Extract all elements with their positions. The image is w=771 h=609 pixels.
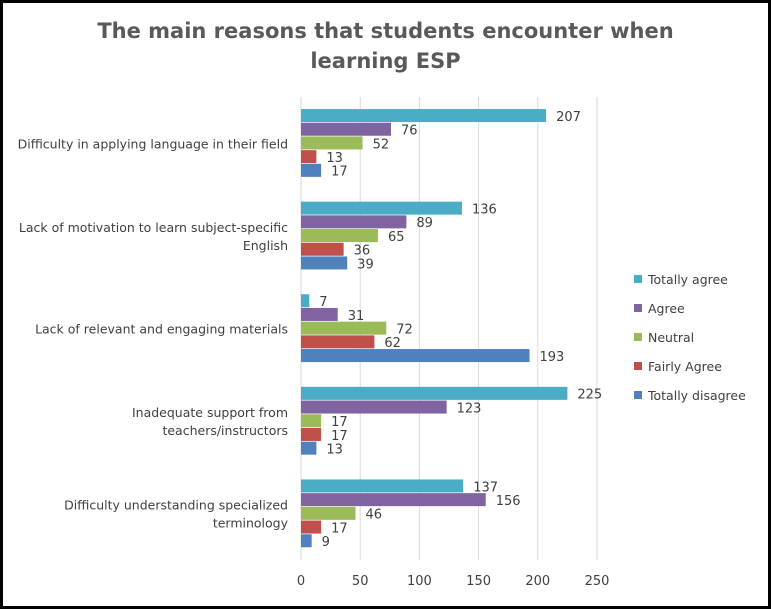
bar-neutral [301, 414, 322, 428]
bar-agree [301, 400, 447, 414]
data-label: 31 [348, 309, 365, 324]
legend-label: Totally disagree [647, 388, 746, 403]
category-label: Lack of relevant and engaging materials [35, 322, 288, 337]
x-tick-label: 100 [407, 574, 432, 589]
data-label: 46 [365, 508, 382, 523]
data-label: 39 [357, 257, 374, 272]
data-label: 17 [331, 415, 348, 430]
legend-label: Totally agree [647, 272, 728, 287]
bar-totally-disagree [301, 349, 530, 363]
data-label: 36 [354, 244, 371, 259]
data-label: 13 [326, 443, 343, 458]
bar-totally-agree [301, 294, 310, 308]
bar-agree [301, 122, 391, 136]
category-label: English [243, 238, 288, 253]
bar-totally-agree [301, 201, 463, 215]
legend-swatch [634, 333, 642, 341]
data-label: 156 [496, 494, 521, 509]
bar-totally-disagree [301, 256, 348, 270]
bar-totally-disagree [301, 163, 322, 177]
bar-fairly-agree [301, 150, 317, 164]
bar-totally-agree [301, 109, 547, 123]
bar-neutral [301, 229, 378, 243]
data-label: 72 [396, 323, 413, 338]
bar-totally-agree [301, 386, 568, 400]
x-tick-label: 50 [352, 574, 369, 589]
bar-fairly-agree [301, 520, 322, 534]
data-label: 52 [373, 137, 390, 152]
category-label: teachers/instructors [162, 423, 288, 438]
category-label: Difficulty in applying language in their… [18, 136, 288, 151]
data-label: 17 [331, 165, 348, 180]
bar-totally-disagree [301, 534, 312, 548]
chart-title-text: The main reasons that students encounter… [97, 19, 674, 73]
data-label: 13 [326, 151, 343, 166]
legend-swatch [634, 391, 642, 399]
chart-title: The main reasons that students encounter… [0, 16, 771, 76]
bar-neutral [301, 136, 363, 150]
bar-totally-agree [301, 479, 464, 493]
data-label: 17 [331, 429, 348, 444]
data-label: 76 [401, 124, 418, 139]
legend-swatch [634, 362, 642, 370]
data-label: 9 [322, 535, 330, 550]
bar-fairly-agree [301, 427, 322, 441]
x-tick-label: 150 [466, 574, 491, 589]
data-label: 89 [416, 216, 433, 231]
category-label: Inadequate support from [132, 405, 288, 420]
data-label: 7 [319, 295, 327, 310]
data-label: 123 [457, 401, 482, 416]
category-label: Lack of motivation to learn subject-spec… [19, 220, 288, 235]
legend-swatch [634, 275, 642, 283]
data-label: 65 [388, 230, 405, 245]
x-tick-label: 0 [297, 574, 305, 589]
bar-agree [301, 493, 486, 507]
bar-agree [301, 307, 338, 321]
category-label: terminology [213, 516, 289, 531]
legend-swatch [634, 304, 642, 312]
legend-label: Neutral [648, 330, 694, 345]
data-label: 207 [556, 110, 581, 125]
bar-agree [301, 215, 407, 229]
bar-fairly-agree [301, 335, 375, 349]
bar-fairly-agree [301, 242, 344, 256]
bar-neutral [301, 506, 356, 520]
bar-totally-disagree [301, 441, 317, 455]
data-label: 17 [331, 521, 348, 536]
x-tick-label: 250 [585, 574, 610, 589]
legend-label: Fairly Agree [648, 359, 722, 374]
data-label: 137 [473, 480, 498, 495]
data-label: 62 [384, 336, 401, 351]
x-tick-label: 200 [525, 574, 550, 589]
data-label: 136 [472, 203, 497, 218]
data-label: 193 [540, 350, 565, 365]
data-label: 225 [577, 388, 602, 403]
bar-neutral [301, 321, 387, 335]
category-label: Difficulty understanding specialized [64, 498, 288, 513]
legend-label: Agree [648, 301, 685, 316]
